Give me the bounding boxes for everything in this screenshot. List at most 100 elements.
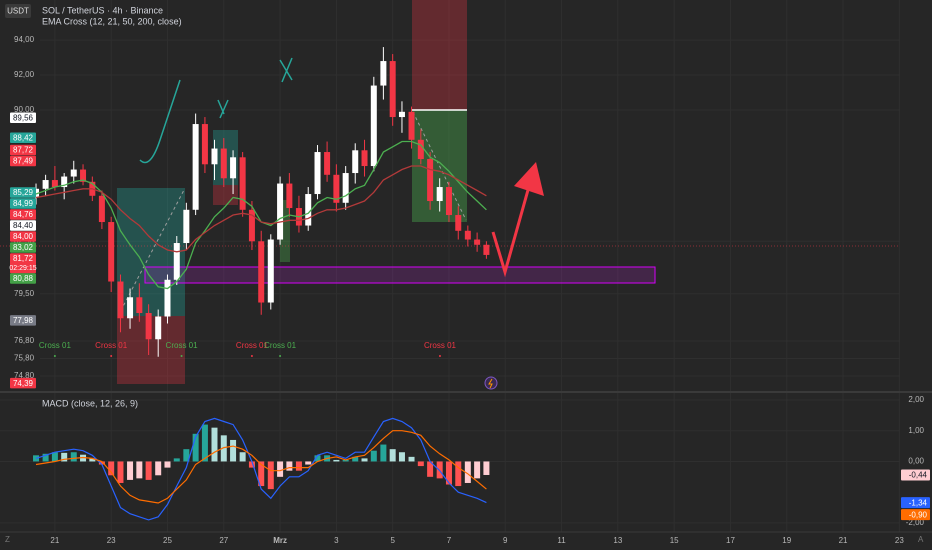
support-zone xyxy=(144,266,656,284)
macd-histogram-bar xyxy=(361,458,368,462)
macd-histogram-bar xyxy=(389,449,396,462)
x-tick-label: 25 xyxy=(163,536,172,545)
macd-histogram-bar xyxy=(427,461,434,477)
candle-body xyxy=(474,239,481,245)
macd-histogram-bar xyxy=(117,461,124,483)
position-target xyxy=(280,200,290,262)
macd-histogram-bar xyxy=(61,452,68,462)
value-badge xyxy=(901,509,930,521)
cross-label: Cross 01 xyxy=(424,341,457,350)
macd-histogram-bar xyxy=(474,461,481,479)
candle-body xyxy=(98,195,105,223)
indicator-title: EMA Cross (12, 21, 50, 200, close) xyxy=(42,16,182,26)
price-badge xyxy=(10,144,36,156)
candle-body xyxy=(51,180,58,188)
candle-body xyxy=(370,85,377,167)
candle-body xyxy=(136,297,143,314)
macd-histogram-bar xyxy=(145,461,152,480)
price-badge xyxy=(10,220,36,231)
macd-histogram-bar xyxy=(42,453,49,462)
candle-body xyxy=(389,61,396,118)
y-tick-label: 92,00 xyxy=(14,70,35,79)
cross-label: Cross 01 xyxy=(39,341,72,350)
macd-histogram-bar xyxy=(455,461,462,487)
macd-histogram-bar xyxy=(211,427,218,462)
y-tick-label: 1,00 xyxy=(908,426,924,435)
macd-histogram-bar xyxy=(155,461,162,476)
candle-body xyxy=(258,241,265,303)
candle-body xyxy=(324,152,331,175)
grid-layer xyxy=(0,0,900,532)
candle-body xyxy=(408,111,415,140)
marks-layer xyxy=(33,47,490,521)
corner-right[interactable]: A xyxy=(918,535,924,544)
x-tick-label: 21 xyxy=(50,536,59,545)
candle-body xyxy=(164,279,171,317)
macd-histogram-bar xyxy=(352,456,359,462)
arrow-line xyxy=(491,189,530,278)
position-stop xyxy=(213,185,238,205)
price-badge-label: 89,56 xyxy=(13,113,34,122)
value-badge-label: -1,34 xyxy=(909,498,928,507)
price-badge xyxy=(10,132,36,143)
candle-body xyxy=(127,297,134,319)
macd-histogram-bar xyxy=(201,424,208,462)
chart-title: SOL / TetherUS · 4h · Binance xyxy=(42,5,163,15)
y-tick-label: 79,50 xyxy=(14,289,35,298)
candle-body xyxy=(286,183,293,209)
price-badge-label: 84,00 xyxy=(13,232,34,241)
price-badge xyxy=(10,253,36,274)
ema-line xyxy=(35,165,487,253)
y-tick-label: 90,00 xyxy=(14,105,35,114)
candle-body xyxy=(42,180,49,189)
price-badge xyxy=(10,187,36,198)
x-tick-label: 17 xyxy=(726,536,735,545)
candle-body xyxy=(183,209,190,244)
price-badge xyxy=(10,198,36,209)
scribble xyxy=(139,79,181,164)
price-badge-label: 84,40 xyxy=(13,221,34,230)
candle-body xyxy=(333,174,340,203)
cross-label: Cross 01 xyxy=(264,341,297,350)
candle-body xyxy=(455,215,462,231)
cross-dot xyxy=(250,355,253,357)
price-badge-label: 77,98 xyxy=(13,316,34,325)
cross-dot xyxy=(110,355,113,357)
price-badge xyxy=(10,242,36,253)
scribble xyxy=(217,99,229,119)
candle-body xyxy=(427,159,434,202)
x-tick-label: 9 xyxy=(503,536,508,545)
macd-histogram-bar xyxy=(70,452,77,462)
price-badge-label: 85,29 xyxy=(13,188,34,197)
price-badge xyxy=(10,273,36,284)
cross-dot xyxy=(438,355,441,357)
macd-histogram-bar xyxy=(267,461,274,490)
x-tick-label: 23 xyxy=(895,536,904,545)
candle-body xyxy=(173,243,180,280)
price-badge-label: 81,72 xyxy=(13,254,34,263)
x-tick-label: 19 xyxy=(782,536,791,545)
candle-body xyxy=(445,187,452,216)
macd-histogram-bar xyxy=(417,461,424,467)
y-tick-label: 2,00 xyxy=(908,395,924,404)
macd-histogram-bar xyxy=(51,452,58,462)
candle-body xyxy=(220,148,227,179)
price-badge-label: 83,02 xyxy=(13,243,34,252)
x-tick-label: 11 xyxy=(557,536,566,545)
price-badge-label: 74,39 xyxy=(13,379,34,388)
price-badge xyxy=(10,231,36,242)
macd-histogram-bar xyxy=(286,461,293,471)
candle-body xyxy=(33,188,40,198)
macd-histogram-bar xyxy=(314,455,321,462)
corner-left[interactable]: Z xyxy=(5,535,10,544)
macd-histogram-bar xyxy=(398,452,405,462)
macd-title: MACD (close, 12, 26, 9) xyxy=(42,398,138,408)
macd-histogram-bar xyxy=(305,461,312,465)
y-tick-label: -2,00 xyxy=(906,518,925,527)
price-badge-label: 87,72 xyxy=(13,146,34,155)
x-tick-label: 5 xyxy=(390,536,395,545)
y-tick-label: 74,80 xyxy=(14,371,35,380)
candle-body xyxy=(145,313,152,340)
candle-body xyxy=(398,111,405,118)
